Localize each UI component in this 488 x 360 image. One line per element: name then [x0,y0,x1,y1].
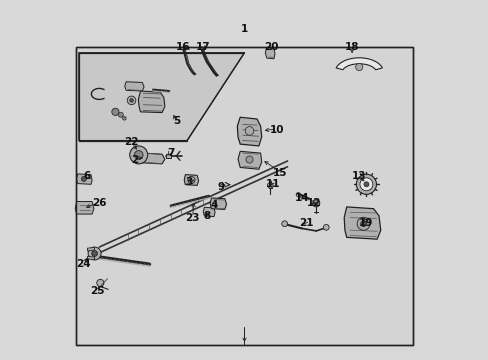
Text: 23: 23 [185,213,199,222]
Polygon shape [237,117,261,146]
Circle shape [92,251,97,256]
Text: 13: 13 [351,171,366,181]
Circle shape [129,146,147,164]
Polygon shape [124,82,144,91]
Text: 14: 14 [294,193,308,203]
Circle shape [127,96,136,105]
Circle shape [356,174,376,194]
Bar [76,47,412,345]
Text: 17: 17 [196,42,210,52]
Circle shape [312,200,319,207]
Circle shape [356,217,369,230]
Text: 7: 7 [167,148,174,158]
Circle shape [112,108,119,116]
Text: 3: 3 [185,177,192,187]
Text: 5: 5 [172,116,180,126]
Polygon shape [87,256,94,260]
Polygon shape [184,175,198,185]
Polygon shape [203,207,215,217]
Circle shape [267,183,273,188]
Polygon shape [210,198,226,210]
Circle shape [363,182,368,187]
Circle shape [122,117,126,120]
Polygon shape [87,247,94,251]
Polygon shape [265,47,274,59]
Circle shape [118,112,123,117]
Text: 12: 12 [306,198,321,208]
Circle shape [359,178,372,191]
Text: 1: 1 [241,24,247,35]
Text: 6: 6 [83,171,90,181]
Text: 19: 19 [359,218,373,228]
Polygon shape [77,174,92,184]
Text: 20: 20 [264,42,278,52]
Text: 18: 18 [344,42,359,52]
Text: 2: 2 [131,155,139,165]
Text: 11: 11 [265,179,280,189]
Circle shape [244,127,253,135]
Circle shape [355,63,362,71]
Circle shape [281,221,287,226]
Text: 4: 4 [210,200,217,210]
Polygon shape [165,154,171,158]
Circle shape [296,193,300,197]
Circle shape [129,99,133,102]
Text: 16: 16 [176,42,190,52]
Polygon shape [238,151,261,169]
Text: 15: 15 [272,168,286,178]
Text: 9: 9 [217,182,224,192]
Text: 22: 22 [124,138,139,147]
Circle shape [134,150,142,159]
Text: 26: 26 [92,198,106,208]
Circle shape [88,247,101,260]
Polygon shape [344,207,380,239]
Circle shape [245,156,253,163]
Text: 21: 21 [298,218,313,228]
Circle shape [187,176,195,184]
Text: 10: 10 [269,125,284,135]
Text: 25: 25 [90,286,104,296]
Polygon shape [75,202,94,214]
Polygon shape [138,91,164,113]
Circle shape [97,279,104,287]
Circle shape [81,176,86,181]
Polygon shape [140,153,164,164]
Polygon shape [79,53,244,140]
Circle shape [360,221,366,226]
Polygon shape [335,58,382,70]
Circle shape [323,225,328,230]
Bar [76,47,412,345]
Text: 8: 8 [203,211,210,221]
Text: 24: 24 [77,259,91,269]
